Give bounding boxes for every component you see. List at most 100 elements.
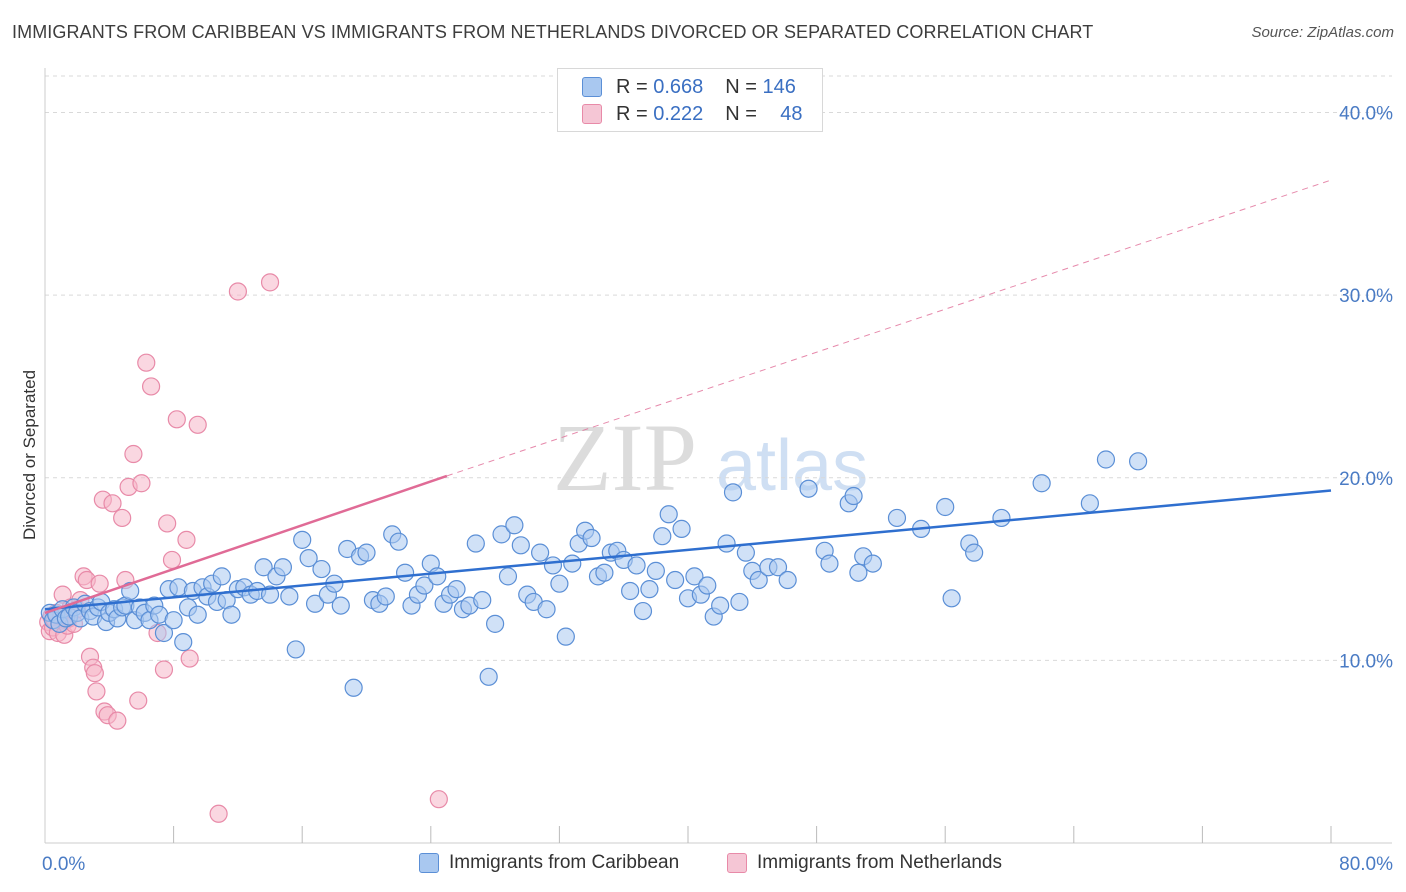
caribbean-point [992,508,1011,528]
netherlands-point [167,410,186,429]
netherlands-point [103,494,122,513]
x-tick-label: 0.0% [42,854,85,875]
caribbean-point [887,508,907,528]
caribbean-point [621,581,640,601]
y-tick-label: 20.0% [1339,469,1393,490]
caribbean-point [582,528,601,548]
caribbean-point [965,543,984,562]
legend-swatch-pink [727,853,747,873]
caribbean-point [331,596,350,615]
caribbean-point [1032,474,1051,493]
caribbean-point [595,563,614,582]
caribbean-point [293,530,312,549]
trend-lines [44,179,1332,615]
netherlands-point [108,711,127,730]
netherlands-trend-extension [446,179,1332,477]
caribbean-point [357,543,376,562]
caribbean-point [428,567,447,586]
netherlands-point [132,474,151,493]
caribbean-point [543,556,563,575]
caribbean-trend-line [44,489,1332,611]
caribbean-point [254,558,273,577]
caribbean-point [486,614,505,633]
netherlands-point [188,415,207,434]
legend-r-value: 0.222 [653,102,704,125]
caribbean-point [121,581,140,601]
netherlands-point [162,550,182,570]
caribbean-point [711,596,730,615]
y-tick-label: 10.0% [1339,651,1393,672]
caribbean-point [556,627,575,646]
legend-row-caribbean: R = 0.668 N = 146 [582,74,796,100]
netherlands-point [113,508,132,528]
netherlands-point [141,377,161,396]
caribbean-point [473,591,492,610]
grid-lines [45,75,1392,661]
legend-item-label: Immigrants from Caribbean [449,852,680,873]
legend-item-netherlands: Immigrants from Netherlands [727,852,1002,874]
legend-n-label: N = [725,75,757,98]
x-tick-label: 80.0% [1339,854,1393,875]
caribbean-point [633,601,653,621]
caribbean-point [492,525,511,544]
caribbean-point [640,580,659,599]
caribbean-point [286,640,305,659]
caribbean-point [174,633,193,652]
caribbean-point [820,554,839,573]
caribbean-point [736,543,755,562]
caribbean-point [505,516,524,535]
caribbean-point [164,611,183,630]
y-tick-label: 40.0% [1339,104,1393,125]
caribbean-point [863,554,882,573]
caribbean-point [646,561,665,580]
legend-item-caribbean: Immigrants from Caribbean [419,852,679,874]
caribbean-point [376,587,395,606]
caribbean-point [479,667,498,686]
caribbean-point [749,570,768,590]
caribbean-point [723,483,743,502]
netherlands-point [87,682,106,701]
netherlands-point [129,691,148,710]
caribbean-point [188,605,207,624]
caribbean-point [312,559,331,579]
caribbean-point [447,580,466,599]
caribbean-point [395,563,415,582]
watermark: ZIP atlas [553,404,868,511]
netherlands-point [429,790,448,809]
source-label: Source: ZipAtlas.com [1251,24,1394,41]
caribbean-point [653,527,672,546]
caribbean-point [768,558,788,577]
caribbean-point [698,576,717,595]
caribbean-point [730,592,749,612]
series-legend: Immigrants from Caribbean Immigrants fro… [0,852,1406,878]
correlation-legend: R = 0.668 N = 146 R = 0.222 N = 48 [557,68,823,132]
legend-r-value: 0.668 [653,75,704,98]
netherlands-point [137,353,156,372]
caribbean-point [942,589,961,608]
caribbean-point [280,587,299,606]
caribbean-point [537,600,556,619]
caribbean-point [273,558,293,577]
netherlands-points [39,273,448,823]
netherlands-point [180,649,199,668]
caribbean-point [666,570,685,590]
legend-r-label: R = [616,75,648,98]
caribbean-point [260,585,280,604]
caribbean-point [717,534,736,553]
legend-swatch-pink [582,104,602,124]
caribbean-point [389,532,408,551]
legend-row-netherlands: R = 0.222 N = 48 [582,101,803,127]
caribbean-point [799,479,818,498]
caribbean-point [778,570,797,590]
netherlands-point [154,660,174,679]
caribbean-point [344,678,363,697]
netherlands-point [124,444,143,464]
axes [44,68,1392,844]
caribbean-point [1128,452,1148,471]
netherlands-point [158,514,177,533]
netherlands-trend-line [44,474,448,615]
caribbean-point [672,519,691,538]
watermark-zip: ZIP [553,404,697,511]
y-axis-label: Divorced or Separated [20,370,39,540]
